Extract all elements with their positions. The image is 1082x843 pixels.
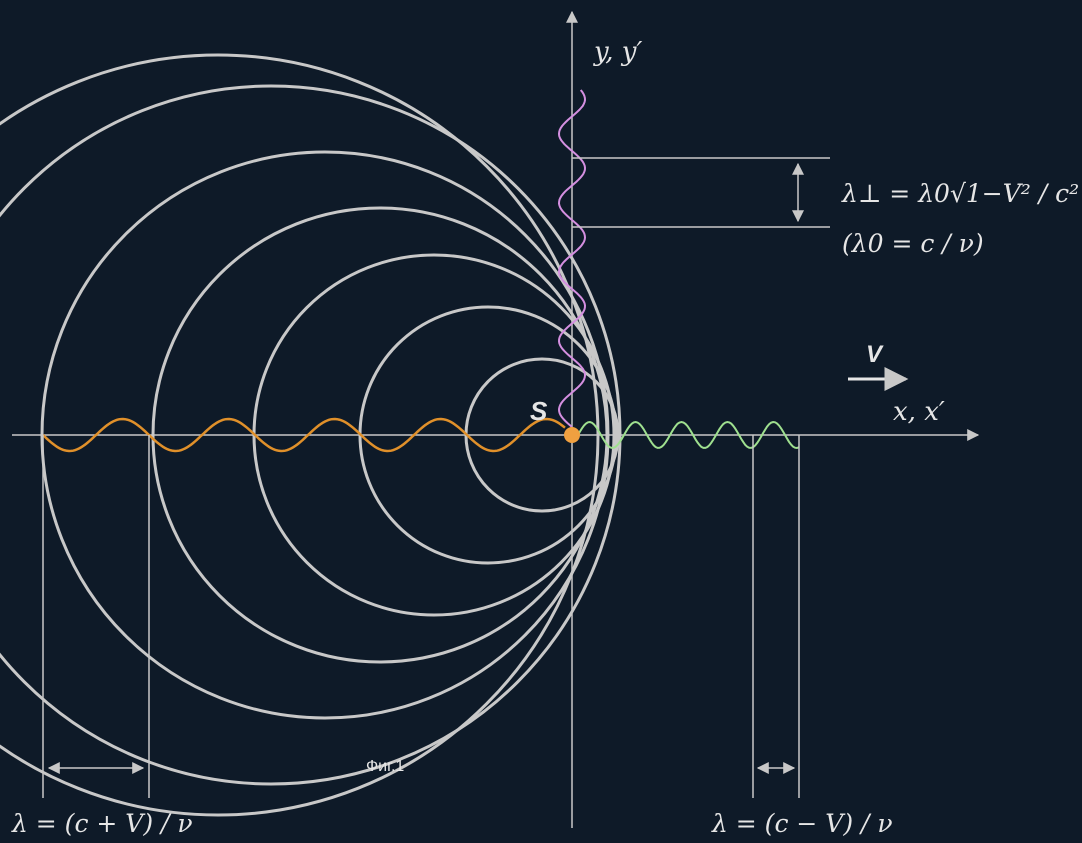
source-point <box>564 427 580 443</box>
source-label: S <box>530 396 548 426</box>
x-axis-label: x, x′ <box>893 397 945 427</box>
figure-caption: Фиг.1 <box>366 758 404 775</box>
lambda-perp-formula: λ⊥ = λ0√1−V² / c² <box>841 179 1079 208</box>
lambda-left-formula: λ = (c + V) / ν <box>11 809 193 838</box>
wave-up <box>557 89 587 428</box>
y-axis-label: y, y′ <box>593 37 642 67</box>
wave-left <box>42 417 566 453</box>
velocity-label: V <box>866 341 884 368</box>
wave-right <box>577 420 800 450</box>
lambda-right-formula: λ = (c − V) / ν <box>711 809 893 838</box>
lambda-zero-formula: (λ0 = c / ν) <box>842 229 984 258</box>
